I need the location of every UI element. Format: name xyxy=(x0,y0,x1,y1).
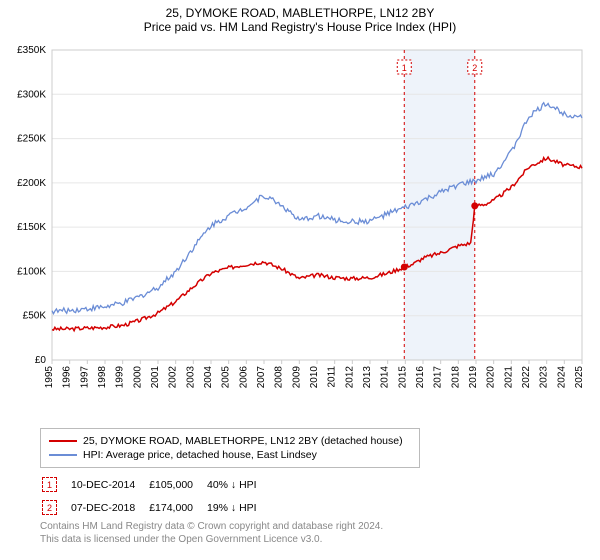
svg-text:2007: 2007 xyxy=(256,366,267,389)
svg-text:2020: 2020 xyxy=(486,366,497,389)
page-title: 25, DYMOKE ROAD, MABLETHORPE, LN12 2BY xyxy=(0,6,600,20)
table-row: 1 10-DEC-2014 £105,000 40% ↓ HPI xyxy=(42,474,269,495)
legend: 25, DYMOKE ROAD, MABLETHORPE, LN12 2BY (… xyxy=(40,428,420,468)
footer-line: Contains HM Land Registry data © Crown c… xyxy=(40,520,383,533)
sale-price: £174,000 xyxy=(149,497,205,518)
svg-text:1: 1 xyxy=(402,63,407,73)
footer-line: This data is licensed under the Open Gov… xyxy=(40,533,383,546)
svg-text:1995: 1995 xyxy=(44,366,55,389)
svg-text:2010: 2010 xyxy=(309,366,320,389)
sales-table: 1 10-DEC-2014 £105,000 40% ↓ HPI 2 07-DE… xyxy=(40,472,271,520)
legend-label-1: HPI: Average price, detached house, East… xyxy=(83,449,317,461)
svg-text:2023: 2023 xyxy=(539,366,550,389)
svg-text:£150K: £150K xyxy=(17,222,46,233)
svg-text:1999: 1999 xyxy=(115,366,126,389)
svg-text:2011: 2011 xyxy=(327,366,338,388)
price-chart: £0 £50K £100K £150K £200K £250K £300K £350K 1995… xyxy=(0,42,600,422)
svg-text:1998: 1998 xyxy=(97,366,108,389)
svg-text:2025: 2025 xyxy=(574,366,585,389)
svg-text:2014: 2014 xyxy=(380,366,391,389)
svg-text:2004: 2004 xyxy=(203,366,214,389)
svg-text:2021: 2021 xyxy=(503,366,514,389)
legend-item: 25, DYMOKE ROAD, MABLETHORPE, LN12 2BY (… xyxy=(49,435,411,447)
legend-item: HPI: Average price, detached house, East… xyxy=(49,449,411,461)
page-subtitle: Price paid vs. HM Land Registry's House … xyxy=(0,20,600,34)
svg-text:2022: 2022 xyxy=(521,366,532,389)
footer: Contains HM Land Registry data © Crown c… xyxy=(40,520,383,546)
legend-swatch-1 xyxy=(49,454,77,456)
svg-text:2018: 2018 xyxy=(450,366,461,389)
sale-date: 10-DEC-2014 xyxy=(71,474,147,495)
svg-text:£350K: £350K xyxy=(17,45,46,56)
svg-text:2005: 2005 xyxy=(221,366,232,389)
marker-badge-1: 1 xyxy=(42,477,57,492)
svg-text:2003: 2003 xyxy=(185,366,196,389)
svg-text:2012: 2012 xyxy=(344,366,355,389)
svg-text:1996: 1996 xyxy=(62,366,73,389)
svg-text:2017: 2017 xyxy=(433,366,444,389)
svg-text:£50K: £50K xyxy=(23,311,47,322)
svg-text:2000: 2000 xyxy=(132,366,143,389)
marker-badge-2: 2 xyxy=(42,500,57,515)
svg-text:2009: 2009 xyxy=(291,366,302,389)
svg-text:£100K: £100K xyxy=(17,266,46,277)
sale-price: £105,000 xyxy=(149,474,205,495)
legend-label-0: 25, DYMOKE ROAD, MABLETHORPE, LN12 2BY (… xyxy=(83,435,403,447)
svg-text:2006: 2006 xyxy=(238,366,249,389)
sale-delta: 40% ↓ HPI xyxy=(207,474,269,495)
svg-text:2002: 2002 xyxy=(168,366,179,389)
chart-container: £0 £50K £100K £150K £200K £250K £300K £350K 1995… xyxy=(0,42,600,422)
svg-text:£200K: £200K xyxy=(17,178,46,189)
svg-text:£300K: £300K xyxy=(17,89,46,100)
svg-text:1997: 1997 xyxy=(79,366,90,389)
sale-delta: 19% ↓ HPI xyxy=(207,497,269,518)
svg-text:2: 2 xyxy=(472,63,477,73)
legend-swatch-0 xyxy=(49,440,77,442)
svg-text:2024: 2024 xyxy=(556,366,567,389)
svg-text:2016: 2016 xyxy=(415,366,426,389)
svg-text:2001: 2001 xyxy=(150,366,161,389)
svg-text:2008: 2008 xyxy=(274,366,285,389)
table-row: 2 07-DEC-2018 £174,000 19% ↓ HPI xyxy=(42,497,269,518)
title-block: 25, DYMOKE ROAD, MABLETHORPE, LN12 2BY P… xyxy=(0,0,600,36)
svg-text:2015: 2015 xyxy=(397,366,408,389)
svg-text:£0: £0 xyxy=(35,355,47,366)
svg-text:2019: 2019 xyxy=(468,366,479,389)
svg-text:2013: 2013 xyxy=(362,366,373,389)
sale-date: 07-DEC-2018 xyxy=(71,497,147,518)
svg-text:£250K: £250K xyxy=(17,134,46,145)
